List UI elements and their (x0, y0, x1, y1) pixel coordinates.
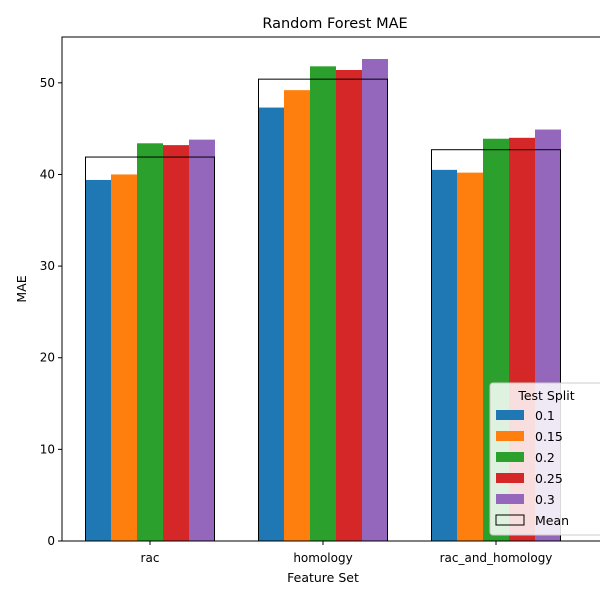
y-tick-label: 50 (40, 76, 55, 90)
legend-swatch-mean (495, 514, 525, 526)
x-axis-label: Feature Set (287, 570, 359, 585)
legend-label-0.3: 0.3 (535, 492, 555, 507)
y-tick-label: 30 (40, 259, 55, 273)
legend-title: Test Split (517, 388, 574, 403)
y-tick-label: 0 (47, 534, 55, 548)
y-tick-label: 20 (40, 351, 55, 365)
bar-rac_and_homology-0.1 (431, 169, 457, 541)
x-tick-label-rac: rac (141, 551, 160, 565)
y-axis: 0 10 20 30 40 50 (40, 76, 62, 548)
legend-swatch-0.3 (496, 494, 524, 504)
legend-label-0.25: 0.25 (535, 471, 563, 486)
bar-rac-0.3 (189, 139, 215, 541)
legend-swatch-0.2 (496, 452, 524, 462)
plot-frame (61, 36, 600, 542)
legend-label-0.15: 0.15 (535, 429, 563, 444)
x-tick-label-rac_and_homology: rac_and_homology (440, 551, 553, 565)
bar-rac-0.1 (85, 179, 111, 541)
legend-label-0.2: 0.2 (535, 450, 555, 465)
bar-homology-0.2 (310, 66, 336, 541)
y-tick-label: 10 (40, 442, 55, 456)
legend-swatch-0.15 (496, 431, 524, 441)
legend-swatch-0.25 (496, 473, 524, 483)
bar-rac-0.15 (111, 174, 137, 542)
bar-homology-0.1 (258, 107, 284, 541)
y-tick-label: 40 (40, 167, 55, 181)
chart-title: Random Forest MAE (262, 16, 407, 32)
legend: Test Split 0.1 0.15 0.2 0.25 0.3 Mean (489, 382, 600, 536)
legend-swatch-0.1 (496, 410, 524, 420)
bar-rac-0.25 (163, 145, 189, 541)
legend-label-0.1: 0.1 (535, 408, 555, 423)
y-axis-label: MAE (14, 275, 29, 302)
legend-label-mean: Mean (535, 513, 569, 528)
bar-homology-0.15 (284, 90, 310, 541)
bar-homology-0.25 (336, 69, 362, 542)
bar-rac_and_homology-0.15 (457, 172, 483, 541)
bar-homology-0.3 (362, 58, 388, 541)
bar-rac-0.2 (137, 143, 163, 541)
x-tick-label-homology: homology (293, 551, 352, 565)
x-axis: rac homology rac_and_homology (141, 541, 553, 565)
